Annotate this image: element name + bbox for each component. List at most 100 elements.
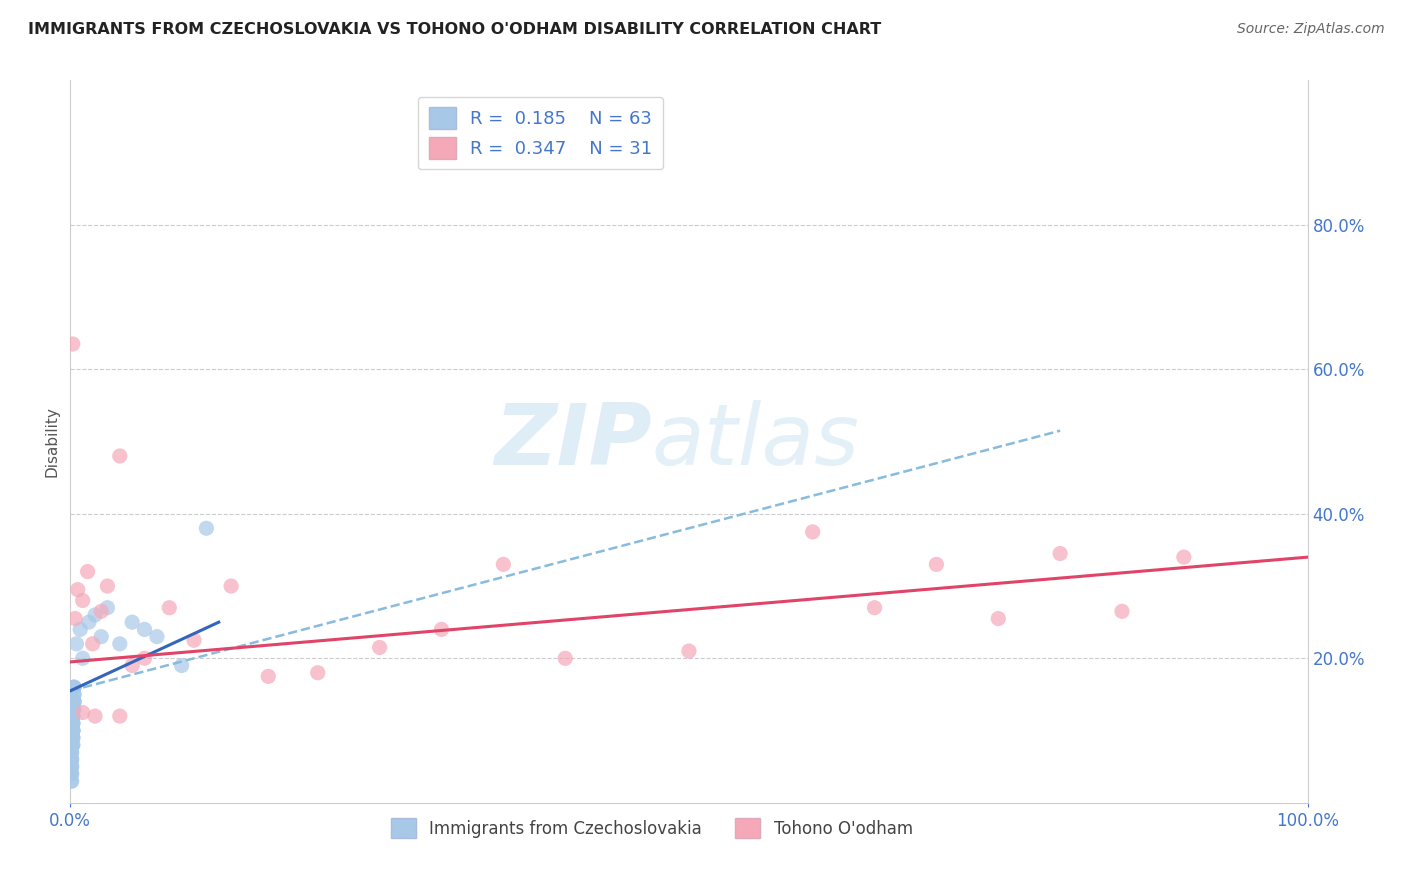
Point	[368, 640, 391, 655]
Point	[492, 558, 515, 572]
Point	[219, 579, 242, 593]
Point	[96, 579, 118, 593]
Point	[63, 680, 86, 694]
Point	[62, 716, 84, 731]
Point	[60, 745, 83, 759]
Point	[63, 680, 86, 694]
Point	[430, 623, 453, 637]
Point	[108, 637, 131, 651]
Point	[62, 731, 84, 745]
Point	[62, 709, 84, 723]
Point	[60, 695, 83, 709]
Point	[134, 651, 156, 665]
Point	[60, 752, 83, 766]
Point	[62, 716, 84, 731]
Point	[62, 723, 84, 738]
Point	[1049, 547, 1071, 561]
Point	[62, 709, 84, 723]
Point	[987, 611, 1010, 625]
Point	[170, 658, 193, 673]
Point	[60, 767, 83, 781]
Point	[84, 607, 107, 622]
Point	[60, 774, 83, 789]
Point	[60, 760, 83, 774]
Point	[82, 637, 104, 651]
Y-axis label: Disability: Disability	[44, 406, 59, 477]
Point	[96, 600, 118, 615]
Point	[62, 702, 84, 716]
Point	[60, 723, 83, 738]
Point	[72, 593, 94, 607]
Point	[76, 565, 98, 579]
Point	[134, 623, 156, 637]
Point	[60, 752, 83, 766]
Point	[62, 723, 84, 738]
Point	[60, 774, 83, 789]
Point	[121, 615, 143, 630]
Point	[62, 709, 84, 723]
Point	[69, 623, 91, 637]
Point	[157, 600, 180, 615]
Point	[60, 745, 83, 759]
Point	[60, 760, 83, 774]
Point	[72, 651, 94, 665]
Point	[60, 767, 83, 781]
Point	[90, 630, 112, 644]
Point	[121, 658, 143, 673]
Text: Source: ZipAtlas.com: Source: ZipAtlas.com	[1237, 22, 1385, 37]
Point	[678, 644, 700, 658]
Point	[90, 604, 112, 618]
Point	[62, 738, 84, 752]
Point	[62, 723, 84, 738]
Point	[63, 702, 86, 716]
Point	[307, 665, 329, 680]
Point	[65, 611, 87, 625]
Point	[72, 706, 94, 720]
Point	[62, 731, 84, 745]
Point	[60, 745, 83, 759]
Point	[146, 630, 169, 644]
Point	[62, 723, 84, 738]
Point	[863, 600, 886, 615]
Point	[63, 695, 86, 709]
Point	[257, 669, 280, 683]
Text: atlas: atlas	[652, 400, 860, 483]
Point	[60, 752, 83, 766]
Point	[62, 337, 84, 351]
Point	[62, 709, 84, 723]
Point	[62, 716, 84, 731]
Point	[62, 702, 84, 716]
Point	[60, 731, 83, 745]
Point	[77, 615, 100, 630]
Point	[60, 738, 83, 752]
Point	[801, 524, 824, 539]
Point	[925, 558, 948, 572]
Point	[66, 582, 89, 597]
Point	[63, 687, 86, 701]
Point	[62, 738, 84, 752]
Point	[1111, 604, 1133, 618]
Point	[65, 637, 87, 651]
Point	[84, 709, 107, 723]
Text: ZIP: ZIP	[494, 400, 652, 483]
Point	[183, 633, 205, 648]
Point	[63, 695, 86, 709]
Legend: Immigrants from Czechoslovakia, Tohono O'odham: Immigrants from Czechoslovakia, Tohono O…	[384, 812, 920, 845]
Point	[63, 695, 86, 709]
Point	[63, 680, 86, 694]
Point	[62, 731, 84, 745]
Point	[63, 687, 86, 701]
Point	[108, 709, 131, 723]
Text: IMMIGRANTS FROM CZECHOSLOVAKIA VS TOHONO O'ODHAM DISABILITY CORRELATION CHART: IMMIGRANTS FROM CZECHOSLOVAKIA VS TOHONO…	[28, 22, 882, 37]
Point	[554, 651, 576, 665]
Point	[60, 767, 83, 781]
Point	[108, 449, 131, 463]
Point	[60, 738, 83, 752]
Point	[62, 716, 84, 731]
Point	[1173, 550, 1195, 565]
Point	[195, 521, 218, 535]
Point	[60, 723, 83, 738]
Point	[60, 760, 83, 774]
Point	[60, 738, 83, 752]
Point	[62, 723, 84, 738]
